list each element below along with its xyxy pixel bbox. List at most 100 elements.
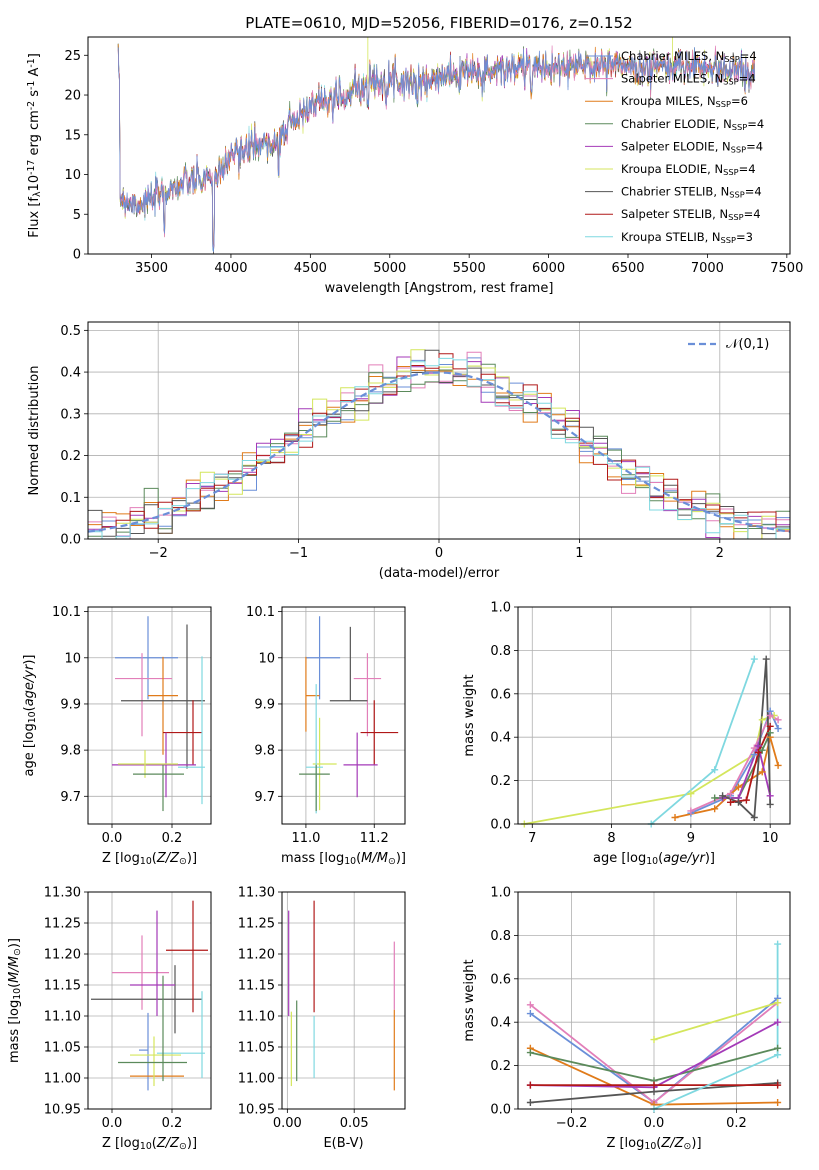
y-tick-label: 0.8 [490,929,511,944]
x-tick-label: 11.2 [360,831,389,846]
weight-marker-salpeter_miles [727,790,735,798]
legend-label-chabrier_elodie: Chabrier ELODIE, NSSP=4 [621,117,764,132]
x-tick-label: 1 [575,546,583,561]
weight-marker-chabrier_stelib [526,1098,534,1106]
y-tick-label: 11.20 [44,948,81,963]
weight-marker-kroupa_stelib [774,940,782,948]
plot-area [91,900,208,1091]
weight-line-kroupa_miles [674,736,779,819]
x-tick-label: 11.0 [291,831,320,846]
x-tick-label: 6500 [611,261,644,276]
y-tick-label: 11.10 [44,1010,81,1025]
x-tick-label: 0.05 [340,1116,369,1131]
x-tick-label: 9 [687,831,695,846]
x-tick-label: 0.0 [644,1116,665,1131]
weight-marker-kroupa_elodie [758,716,766,724]
weight-marker-chabrier_stelib [750,813,758,821]
x-axis-label: Z [log10(Z/Z⊙)] [102,1136,197,1152]
y-tick-label: 25 [64,49,81,64]
x-tick-label: 0.0 [102,831,123,846]
legend-label-kroupa_elodie: Kroupa ELODIE, NSSP=4 [621,162,756,177]
weight-marker-salpeter_stelib [526,1081,534,1089]
weight-marker-chabrier_miles [774,725,782,733]
panel-residuals: −2 −1 0 1 2 0.0 0.1 0.2 0.3 0.4 0.5 (data-model)/er… [27,321,791,581]
weight-marker-salpeter_stelib [727,798,735,806]
x-tick-label: 10 [762,831,779,846]
plot-area [88,349,790,539]
weight-marker-chabrier_stelib [766,800,774,808]
legend-label-kroupa_miles: Kroupa MILES, NSSP=6 [621,94,748,109]
x-tick-label: 0.00 [273,1116,302,1131]
y-tick-label: 10.95 [44,1103,81,1118]
x-tick-label: 0.0 [102,1116,123,1131]
weight-marker-chabrier_stelib [650,1088,658,1096]
weight-marker-kroupa_elodie [687,790,695,798]
x-axis-label: mass [log10(M/M⊙)] [281,851,406,867]
weight-marker-kroupa_stelib [711,766,719,774]
chart-title: PLATE=0610, MJD=52056, FIBERID=0176, z=0… [245,14,632,32]
y-tick-label: 11.05 [238,1041,275,1056]
y-tick-label: 10 [258,651,275,666]
y-tick-label: 10.1 [52,605,81,620]
plot-area [117,37,756,254]
axes-frame [281,606,406,825]
y-axis-label: mass weight [462,959,477,1041]
y-tick-label: 1.0 [490,886,511,901]
weight-marker-salpeter_elodie [774,1018,782,1026]
legend-label-normal: 𝒩(0,1) [726,337,769,352]
y-tick-label: 9.8 [254,744,275,759]
y-tick-label: 0.4 [490,1016,511,1031]
y-tick-label: 0.4 [60,366,81,381]
y-tick-label: 0.0 [60,533,81,548]
y-tick-label: 0.2 [490,774,511,789]
weight-marker-salpeter_miles [766,712,774,719]
panel-mass_vs_Z: 0.0 0.2 10.95 11.00 11.05 11.10 11.15 11.20 11.2… [7,886,212,1152]
legend-label-kroupa_stelib: Kroupa STELIB, NSSP=3 [621,230,753,245]
y-tick-label: 15 [64,128,81,143]
y-tick-label: 0 [73,248,81,263]
spectrum-line-chabrier_miles [117,47,756,253]
y-tick-label: 0.0 [490,1103,511,1118]
y-tick-label: 0.4 [490,731,511,746]
y-tick-label: 11.25 [238,917,275,932]
legend-label-salpeter_stelib: Salpeter STELIB, NSSP=4 [621,207,761,222]
y-tick-label: 0.2 [490,1059,511,1074]
x-tick-label: 0.2 [162,1116,183,1131]
y-tick-label: 9.7 [254,790,275,805]
x-axis-label: E(B-V) [323,1136,363,1151]
y-tick-label: 11.05 [44,1041,81,1056]
y-tick-label: 0.2 [60,449,81,464]
y-tick-label: 10.1 [246,605,275,620]
x-axis-label: Z [log10(Z/Z⊙)] [606,1136,701,1152]
y-tick-label: 0.3 [60,407,81,422]
weight-marker-kroupa_stelib [774,1051,782,1059]
weight-marker-salpeter_stelib [774,1081,782,1089]
y-axis-label: mass weight [462,674,477,756]
x-axis-label: age [log10(age/yr)] [593,851,715,867]
y-tick-label: 10 [64,651,81,666]
weight-marker-chabrier_elodie [766,729,774,737]
y-tick-label: 10 [64,168,81,183]
y-tick-label: 9.9 [60,697,81,712]
y-tick-label: 0.6 [490,687,511,702]
normal-reference-curve [88,371,790,533]
y-tick-label: 0.8 [490,644,511,659]
x-tick-label: 6000 [532,261,565,276]
y-tick-label: 11.00 [44,1072,81,1087]
y-tick-label: 11.15 [44,979,81,994]
x-tick-label: 3500 [135,261,168,276]
axes-frame [87,606,212,825]
weight-marker-chabrier_elodie [526,1049,534,1057]
x-tick-label: 7000 [691,261,724,276]
weight-marker-salpeter_miles [750,744,758,752]
weight-marker-kroupa_miles [758,768,766,776]
y-tick-label: 11.10 [238,1010,275,1025]
plot-area [524,658,779,824]
x-tick-label: −1 [289,546,308,561]
weight-marker-chabrier_miles [526,1010,534,1018]
legend-label-salpeter_elodie: Salpeter ELODIE, NSSP=4 [621,139,763,154]
weight-marker-salpeter_stelib [754,748,762,756]
axes-frame [87,891,212,1110]
weight-marker-kroupa_elodie [774,999,782,1007]
